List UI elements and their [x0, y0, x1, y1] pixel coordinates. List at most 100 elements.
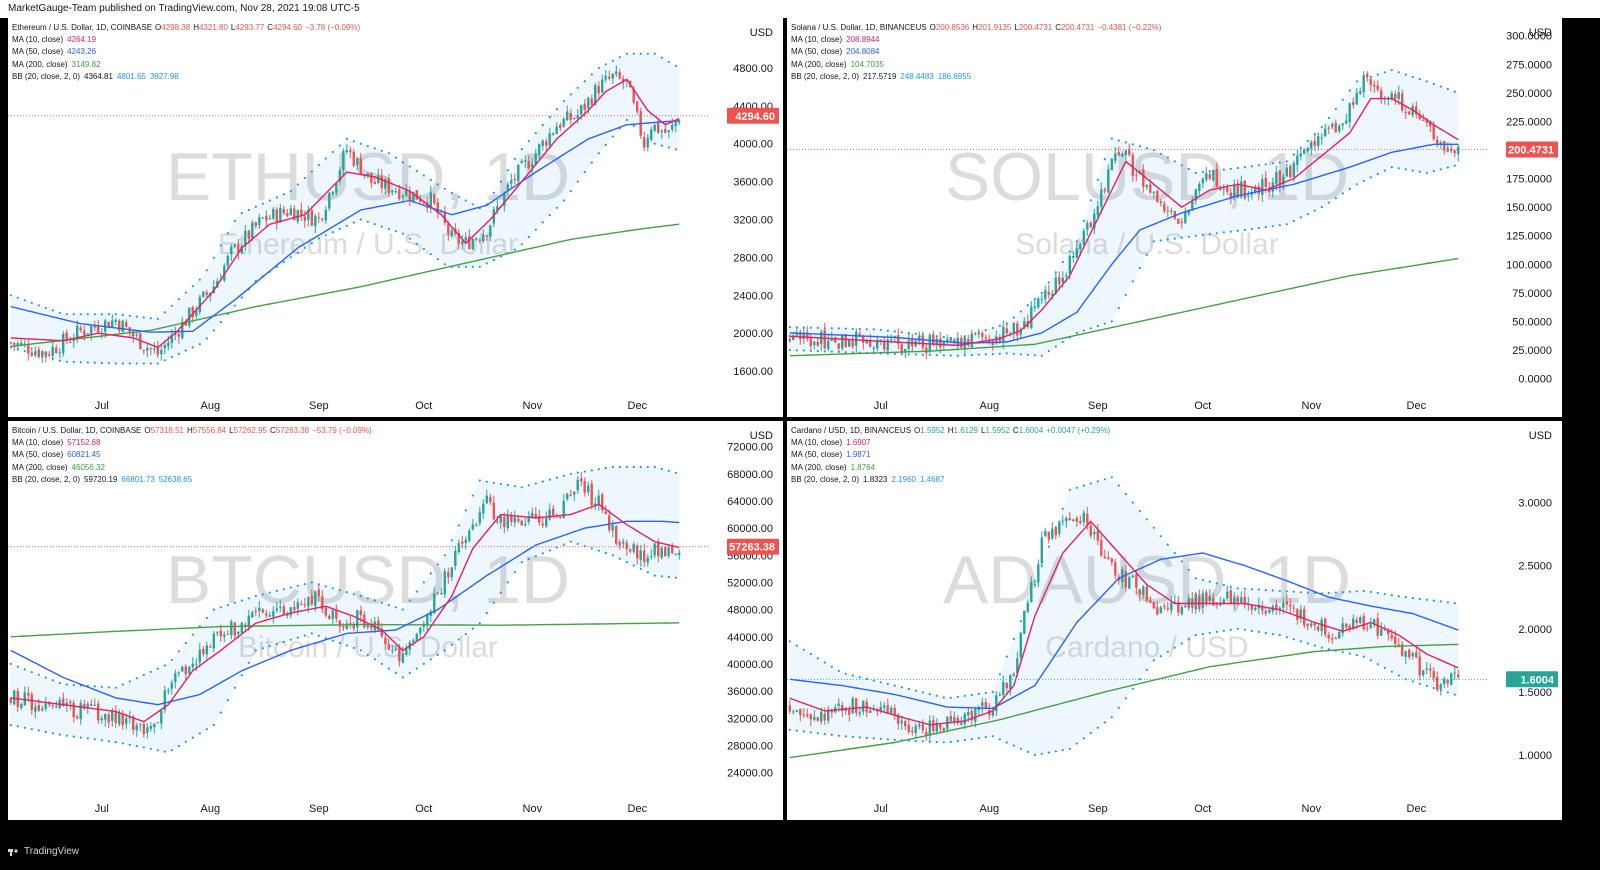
- band-point: [65, 360, 68, 363]
- band-point: [352, 646, 355, 649]
- chart-canvas[interactable]: BTCUSD, 1DBitcoin / U.S. Dollar72000.006…: [8, 421, 783, 820]
- candle-body: [562, 500, 565, 518]
- band-point: [1187, 235, 1190, 238]
- candle-body: [1369, 78, 1372, 85]
- candle-body: [1089, 525, 1092, 536]
- band-point: [639, 567, 642, 570]
- watermark-symbol: SOLUSD, 1D: [945, 139, 1349, 215]
- chart-panel-adausd[interactable]: Cardano / USD, 1D, BINANCEUS O1.5952 H1.61…: [787, 421, 1562, 820]
- candle-body: [132, 716, 135, 730]
- ma200-line: [789, 257, 1459, 357]
- indicator-row[interactable]: MA (10, close) 1.6907: [791, 438, 871, 448]
- candle-body: [1418, 656, 1421, 676]
- indicator-value: 208.8944: [846, 35, 880, 45]
- candle-body: [1299, 153, 1302, 157]
- band-point: [625, 118, 628, 122]
- indicator-row[interactable]: BB (20, close, 2, 0) 217.5719 248.4483 186.…: [791, 71, 972, 81]
- band-point: [583, 171, 586, 174]
- candle-body: [471, 239, 474, 250]
- chart-panel-ethusd[interactable]: Ethereum / U.S. Dollar, 1D, COINBASE O429…: [8, 18, 783, 417]
- candle-body: [356, 158, 359, 165]
- band-point: [177, 744, 180, 748]
- candle-body: [1345, 623, 1348, 628]
- current-price-tag: [727, 538, 779, 555]
- band-point: [667, 60, 670, 63]
- candle-body: [366, 172, 369, 175]
- candle-body: [1254, 186, 1257, 193]
- candle-body: [1373, 619, 1376, 625]
- indicator-row[interactable]: MA (200, close) 3149.82: [12, 59, 101, 69]
- indicator-row[interactable]: MA (10, close) 4264.19: [12, 35, 97, 45]
- band-point: [492, 601, 495, 604]
- band-point: [100, 685, 103, 688]
- candle-body: [20, 704, 23, 708]
- band-point: [1033, 297, 1036, 301]
- candle-body: [1282, 603, 1285, 608]
- chart-canvas[interactable]: SOLUSD, 1DSolana / U.S. Dollar300.000027…: [787, 18, 1562, 417]
- band-point: [632, 52, 635, 55]
- indicator-row[interactable]: MA (10, close) 57152.68: [12, 438, 101, 448]
- band-point: [506, 581, 509, 584]
- band-point: [1019, 620, 1022, 623]
- candle-body: [907, 724, 910, 732]
- x-axis[interactable]: Jul Aug Sep Oct Nov Dec: [95, 400, 648, 412]
- band-point: [345, 644, 348, 647]
- y-axis[interactable]: 4800.004400.004000.003600.003200.002800.…: [733, 27, 773, 378]
- candle-body: [1068, 518, 1071, 520]
- y-axis[interactable]: 72000.0068000.0064000.0060000.0056000.00…: [727, 430, 773, 780]
- band-point: [1397, 71, 1400, 74]
- candle-body: [939, 724, 942, 729]
- band-point: [1047, 350, 1050, 353]
- x-axis[interactable]: Jul Aug Sep Oct Nov Dec: [95, 803, 648, 815]
- chart-canvas[interactable]: ETHUSD, 1DEthereum / U.S. Dollar4800.004…: [8, 18, 783, 417]
- chart-canvas[interactable]: ADAUSD, 1DCardano / USD3.00002.50002.000…: [787, 421, 1562, 820]
- band-point: [928, 740, 931, 743]
- band-point: [79, 736, 82, 739]
- band-point: [879, 737, 882, 740]
- band-point: [1047, 281, 1050, 284]
- indicator-row[interactable]: MA (200, close) 1.8764: [791, 462, 876, 472]
- candle-body: [942, 342, 945, 346]
- candle-body: [1362, 615, 1365, 630]
- candle-body: [1222, 188, 1225, 190]
- chart-panel-solusd[interactable]: Solana / U.S. Dollar, 1D, BINANCEUS O200.…: [787, 18, 1562, 417]
- current-price-tag: [727, 107, 779, 124]
- x-axis[interactable]: Jul Aug Sep Oct Nov Dec: [874, 400, 1427, 412]
- y-tick-label: 50.0000: [1512, 316, 1552, 328]
- band-point: [576, 86, 579, 89]
- indicator-row[interactable]: MA (50, close) 1.9871: [791, 450, 871, 460]
- indicator-row[interactable]: BB (20, close, 2, 0) 4364.81 4801.65 3927.9…: [12, 71, 179, 81]
- candle-body: [69, 342, 72, 343]
- x-axis[interactable]: Jul Aug Sep Oct Nov Dec: [874, 803, 1427, 815]
- candle-body: [118, 713, 121, 725]
- candle-body: [573, 118, 576, 120]
- band-point: [401, 232, 404, 235]
- candle-body: [489, 225, 492, 237]
- candle-body: [191, 663, 194, 667]
- band-point: [443, 187, 446, 190]
- candle-body: [1016, 323, 1019, 336]
- indicator-row[interactable]: BB (20, close, 2, 0) 1.8323 2.1960 1.4687: [791, 474, 945, 484]
- candle-body: [1264, 611, 1267, 614]
- candle-body: [1065, 275, 1068, 277]
- indicator-row[interactable]: MA (200, close) 46056.32: [12, 462, 105, 472]
- band-point: [436, 563, 439, 566]
- band-point: [1117, 307, 1120, 310]
- candle-body: [153, 348, 156, 350]
- candle-body: [1212, 169, 1215, 181]
- band-point: [844, 351, 847, 354]
- indicator-row[interactable]: BB (20, close, 2, 0) 59720.19 66801.73 5263…: [12, 474, 193, 484]
- y-axis[interactable]: 300.0000275.0000250.0000225.0000200.0000…: [1506, 27, 1552, 386]
- candle-body: [128, 717, 131, 719]
- band-point: [1341, 651, 1344, 654]
- indicator-row[interactable]: MA (200, close) 104.7035: [791, 59, 884, 69]
- band-point: [1257, 227, 1260, 230]
- band-point: [1369, 590, 1372, 593]
- indicator-row[interactable]: MA (50, close) 60821.45: [12, 450, 101, 460]
- indicator-row[interactable]: MA (10, close) 208.8944: [791, 35, 880, 45]
- indicator-row[interactable]: MA (50, close) 4243.26: [12, 47, 97, 57]
- candle-body: [1432, 671, 1435, 679]
- indicator-row[interactable]: MA (50, close) 204.8084: [791, 47, 880, 57]
- chart-panel-btcusd[interactable]: Bitcoin / U.S. Dollar, 1D, COINBASE O5731…: [8, 421, 783, 820]
